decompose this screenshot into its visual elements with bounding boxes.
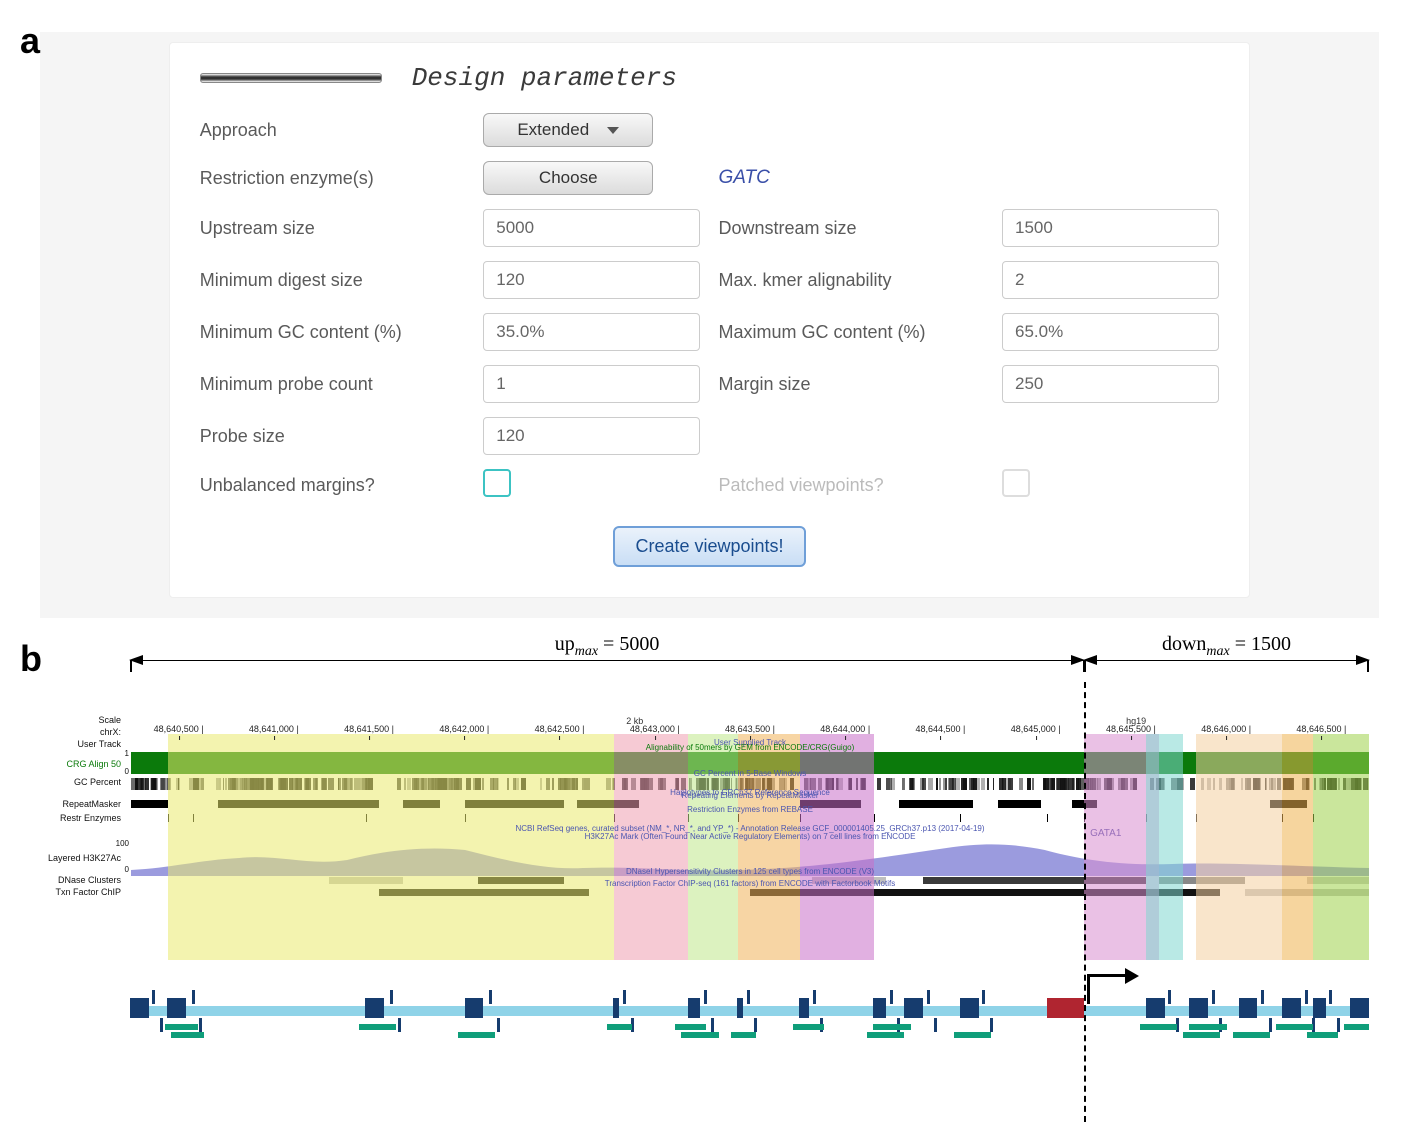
h3k-label: Layered H3K27Ac xyxy=(48,854,121,864)
upstream-input[interactable] xyxy=(483,209,700,247)
axis-tick: 48,645,500 | xyxy=(1106,724,1156,734)
patched-checkbox[interactable] xyxy=(1002,469,1030,497)
axis-tick: 48,642,500 | xyxy=(535,724,585,734)
txn-caption: Transcription Factor ChIP-seq (161 facto… xyxy=(605,879,895,888)
section-divider xyxy=(200,73,382,83)
user-track-label: User Track xyxy=(77,740,121,750)
chevron-down-icon xyxy=(607,127,619,134)
gc-caption: GC Percent in 5-Base Windows xyxy=(694,769,807,778)
arrow-left-icon xyxy=(1083,655,1097,665)
restr-label: Restr Enzymes xyxy=(60,814,121,824)
probe-schematic xyxy=(130,988,1369,1048)
min-gc-input[interactable] xyxy=(483,313,700,351)
genome-browser: Scale chrX: 2 kb hg19 48,640,500 |48,641… xyxy=(130,720,1369,960)
min-probe-input[interactable] xyxy=(483,365,700,403)
axis-tick: 48,643,000 | xyxy=(630,724,680,734)
kmer-label: Max. kmer alignability xyxy=(718,270,984,291)
axis-tick: 48,644,000 | xyxy=(820,724,870,734)
approach-value: Extended xyxy=(517,120,589,140)
range-row: upmax = 5000 downmax = 1500 xyxy=(130,660,1369,720)
axis-tick: 48,642,000 | xyxy=(439,724,489,734)
axis-tick: 48,640,500 | xyxy=(154,724,204,734)
repeat-caption: Repeating Elements by RepeatMasker xyxy=(682,791,819,800)
gc-label: GC Percent xyxy=(74,778,121,788)
axis-tick: 48,641,500 | xyxy=(344,724,394,734)
axis-tick: 48,646,000 | xyxy=(1201,724,1251,734)
down-label: downmax = 1500 xyxy=(1162,633,1291,660)
design-parameters-form: Design parameters Approach Extended Rest… xyxy=(169,42,1251,598)
downstream-input[interactable] xyxy=(1002,209,1219,247)
probe-size-label: Probe size xyxy=(200,426,466,447)
dnase-caption: DNaseI Hypersensitivity Clusters in 125 … xyxy=(626,867,874,876)
section-title-row: Design parameters xyxy=(200,63,1220,93)
restriction-site: GATC xyxy=(718,167,984,189)
margin-input[interactable] xyxy=(1002,365,1219,403)
dnase-label: DNase Clusters xyxy=(58,876,121,886)
unbalanced-label: Unbalanced margins? xyxy=(200,475,466,496)
tss-divider xyxy=(1084,682,1086,1122)
approach-select[interactable]: Extended xyxy=(483,113,653,147)
restr-caption: Restriction Enzymes from REBASE xyxy=(687,805,813,814)
up-label: upmax = 5000 xyxy=(555,633,660,660)
min-digest-input[interactable] xyxy=(483,261,700,299)
txn-label: Txn Factor ChIP xyxy=(55,888,121,898)
margin-label: Margin size xyxy=(718,374,984,395)
scale-label: Scale xyxy=(98,716,121,726)
arrow-right-icon xyxy=(1356,655,1370,665)
unbalanced-checkbox[interactable] xyxy=(483,469,511,497)
min-probe-label: Minimum probe count xyxy=(200,374,466,395)
restriction-label: Restriction enzyme(s) xyxy=(200,168,466,189)
choose-enzyme-button[interactable]: Choose xyxy=(483,161,653,195)
crg-label: CRG Align 50 xyxy=(66,760,121,770)
max-gc-input[interactable] xyxy=(1002,313,1219,351)
axis-tick: 48,646,500 | xyxy=(1296,724,1346,734)
panel-b-container: upmax = 5000 downmax = 1500 Scale chrX: … xyxy=(50,660,1369,1048)
form-grid: Approach Extended Restriction enzyme(s) … xyxy=(200,113,1220,502)
axis-row: Scale chrX: 2 kb hg19 48,640,500 |48,641… xyxy=(131,720,1369,740)
approach-label: Approach xyxy=(200,120,466,141)
up-range: upmax = 5000 xyxy=(130,660,1084,701)
axis-tick: 48,641,000 | xyxy=(249,724,299,734)
axis-tick: 48,643,500 | xyxy=(725,724,775,734)
create-viewpoints-button[interactable]: Create viewpoints! xyxy=(613,526,805,567)
schematic-baseline xyxy=(130,1006,1369,1016)
axis-tick: 48,645,000 | xyxy=(1011,724,1061,734)
max-gc-label: Maximum GC content (%) xyxy=(718,322,984,343)
chr-label: chrX: xyxy=(100,728,121,738)
arrow-left-icon xyxy=(129,655,143,665)
probe-size-input[interactable] xyxy=(483,417,700,455)
panel-a-container: Design parameters Approach Extended Rest… xyxy=(40,32,1379,618)
axis-tick: 48,644,500 | xyxy=(916,724,966,734)
crg-caption: Alignability of 50mers by GEM from ENCOD… xyxy=(646,743,855,752)
upstream-label: Upstream size xyxy=(200,218,466,239)
h3k-caption: H3K27Ac Mark (Often Found Near Active Re… xyxy=(585,832,916,841)
down-range: downmax = 1500 xyxy=(1084,660,1369,701)
min-gc-label: Minimum GC content (%) xyxy=(200,322,466,343)
browser-region: Scale chrX: 2 kb hg19 48,640,500 |48,641… xyxy=(130,720,1369,1048)
patched-label: Patched viewpoints? xyxy=(718,475,984,496)
tss-arrow-icon xyxy=(1087,974,1137,1004)
section-title: Design parameters xyxy=(412,63,677,93)
kmer-input[interactable] xyxy=(1002,261,1219,299)
downstream-label: Downstream size xyxy=(718,218,984,239)
repeat-label: RepeatMasker xyxy=(62,800,121,810)
min-digest-label: Minimum digest size xyxy=(200,270,466,291)
